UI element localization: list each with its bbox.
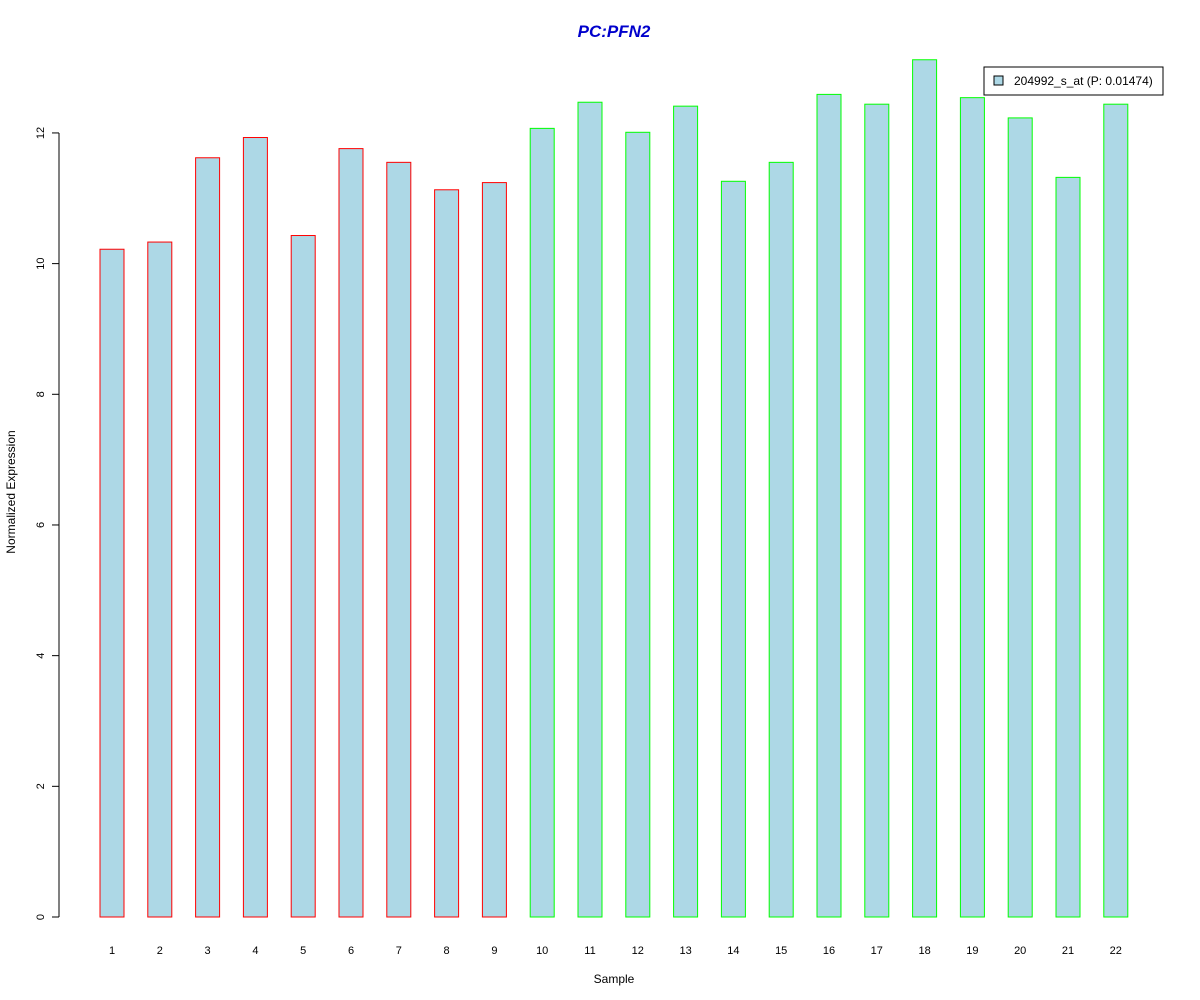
- chart-title: PC:PFN2: [578, 22, 651, 41]
- x-tick-label: 11: [584, 945, 595, 957]
- legend: 204992_s_at (P: 0.01474): [983, 66, 1164, 96]
- bar: [147, 241, 173, 918]
- bar: [625, 131, 651, 918]
- y-tick-label: 10: [35, 257, 47, 269]
- x-tick-label: 16: [823, 945, 835, 957]
- x-axis-label: Sample: [594, 972, 635, 986]
- bar: [99, 248, 125, 918]
- bar: [1007, 117, 1033, 918]
- x-tick-label: 1: [109, 945, 115, 957]
- bar: [720, 180, 746, 918]
- bar: [290, 235, 316, 918]
- bar: [529, 127, 555, 918]
- x-tick-label: 5: [300, 945, 306, 957]
- y-axis-label: Normalized Expression: [4, 430, 18, 553]
- x-tick-label: 6: [348, 945, 354, 957]
- bar: [959, 97, 985, 918]
- bar: [434, 189, 460, 918]
- x-tick-label: 14: [727, 945, 739, 957]
- y-tick-label: 0: [35, 914, 47, 920]
- bar: [1103, 103, 1129, 918]
- bar: [386, 161, 412, 918]
- y-tick-label: 12: [35, 127, 47, 139]
- legend-entry-label: 204992_s_at (P: 0.01474): [1014, 74, 1153, 88]
- bar: [912, 59, 938, 918]
- x-tick-label: 9: [491, 945, 497, 957]
- bar: [768, 161, 794, 918]
- x-tick-label: 21: [1062, 945, 1074, 957]
- bar: [673, 105, 699, 918]
- x-tick-label: 15: [775, 945, 787, 957]
- x-tick-label: 18: [918, 945, 930, 957]
- x-tick-label: 17: [871, 945, 883, 957]
- bar: [242, 137, 268, 918]
- y-tick-label: 8: [35, 391, 47, 397]
- bar: [864, 103, 890, 918]
- x-tick-label: 10: [536, 945, 548, 957]
- bar: [481, 182, 507, 918]
- y-tick-label: 2: [35, 783, 47, 789]
- bar: [577, 101, 603, 918]
- y-axis: 0 2 4 6 8 10 12: [35, 127, 60, 920]
- y-tick-label: 6: [35, 522, 47, 528]
- x-tick-label: 22: [1110, 945, 1122, 957]
- x-tick-label: 19: [966, 945, 978, 957]
- x-tick-label: 12: [632, 945, 644, 957]
- x-tick-labels: 1 2 3 4 5 6 7 8 9 10 11 12 13 14 15 16 17 18 19 20 21 22: [109, 945, 1122, 957]
- x-tick-label: 3: [205, 945, 211, 957]
- x-tick-label: 13: [679, 945, 691, 957]
- legend-swatch: [993, 75, 1004, 86]
- legend-box: [983, 66, 1164, 96]
- x-tick-label: 7: [396, 945, 402, 957]
- x-tick-label: 4: [252, 945, 258, 957]
- x-tick-label: 2: [157, 945, 163, 957]
- y-tick-label: 4: [35, 653, 47, 659]
- bar: [338, 148, 364, 918]
- bar: [195, 157, 221, 918]
- x-tick-label: 8: [444, 945, 450, 957]
- x-tick-label: 20: [1014, 945, 1026, 957]
- bar: [816, 93, 842, 918]
- bar: [1055, 176, 1081, 918]
- bars-group: [99, 59, 1129, 918]
